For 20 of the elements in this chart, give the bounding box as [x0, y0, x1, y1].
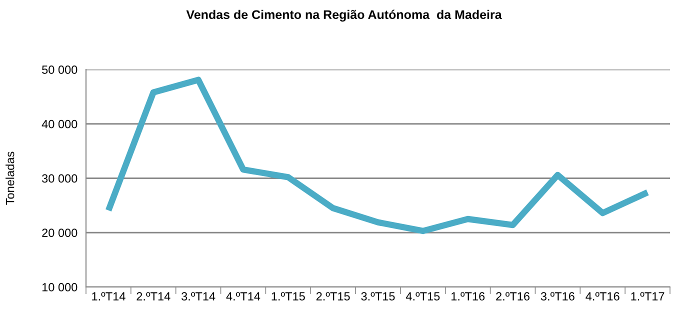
y-tick-label: 50 000: [42, 66, 78, 74]
x-tick-label: 1.ºT14: [92, 292, 126, 300]
x-tick-label: 1.ºT15: [272, 292, 305, 301]
y-tick-label: 30 000: [42, 174, 78, 183]
x-tick-label: 3.ºT15: [361, 292, 395, 301]
x-tick-label: 4.ºT15: [406, 292, 440, 301]
x-tick-label: 4.ºT16: [586, 292, 620, 301]
x-tick-label: 4.ºT14: [226, 292, 260, 300]
x-tick-label: 3.ºT16: [540, 292, 574, 301]
x-tick-label: 1.ºT17: [631, 292, 664, 300]
y-tick-label: 10 000: [42, 283, 78, 292]
x-tick-label: 2.ºT15: [316, 292, 350, 301]
x-tick-label: 2.ºT16: [496, 292, 530, 301]
y-tick-label: 20 000: [42, 228, 78, 238]
chart-title: Vendas de Cimento na Região Autónoma da Madeira: [186, 10, 502, 22]
x-tick-label: 2.ºT14: [136, 292, 170, 300]
y-axis-title: Toneladas: [6, 152, 14, 205]
x-tick-label: 3.ºT14: [182, 292, 216, 301]
y-tick-label: 40 000: [42, 120, 78, 128]
x-tick-label: 1.ºT16: [451, 292, 485, 301]
